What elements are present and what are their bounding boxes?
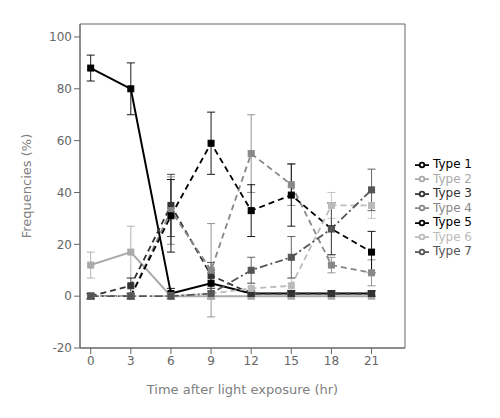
svg-text:9: 9 <box>207 354 215 368</box>
svg-text:0: 0 <box>87 354 95 368</box>
html-text:Type 3: Type 3 <box>433 186 472 201</box>
html-text:Type 6: Type 6 <box>433 229 472 244</box>
html-text:Type 5: Type 5 <box>433 215 472 230</box>
svg-text:20: 20 <box>57 238 72 252</box>
svg-text:80: 80 <box>57 82 72 96</box>
svg-text:Frequencies (%): Frequencies (%) <box>19 134 34 238</box>
html-text:Type 4: Type 4 <box>433 200 472 215</box>
svg-text:40: 40 <box>57 186 72 200</box>
html-text:Type 2: Type 2 <box>433 171 472 186</box>
svg-text:12: 12 <box>244 354 259 368</box>
html-text:Type 1: Type 1 <box>433 157 472 172</box>
svg-text:Time after light exposure (hr): Time after light exposure (hr) <box>146 382 338 397</box>
svg-text:0: 0 <box>64 289 72 303</box>
svg-text:3: 3 <box>127 354 135 368</box>
svg-text:100: 100 <box>49 30 72 44</box>
svg-text:18: 18 <box>324 354 339 368</box>
svg-text:15: 15 <box>284 354 299 368</box>
svg-text:6: 6 <box>167 354 175 368</box>
svg-text:-20: -20 <box>52 341 72 355</box>
svg-text:21: 21 <box>364 354 379 368</box>
html-text:Type 7: Type 7 <box>433 244 472 259</box>
svg-text:60: 60 <box>57 134 72 148</box>
